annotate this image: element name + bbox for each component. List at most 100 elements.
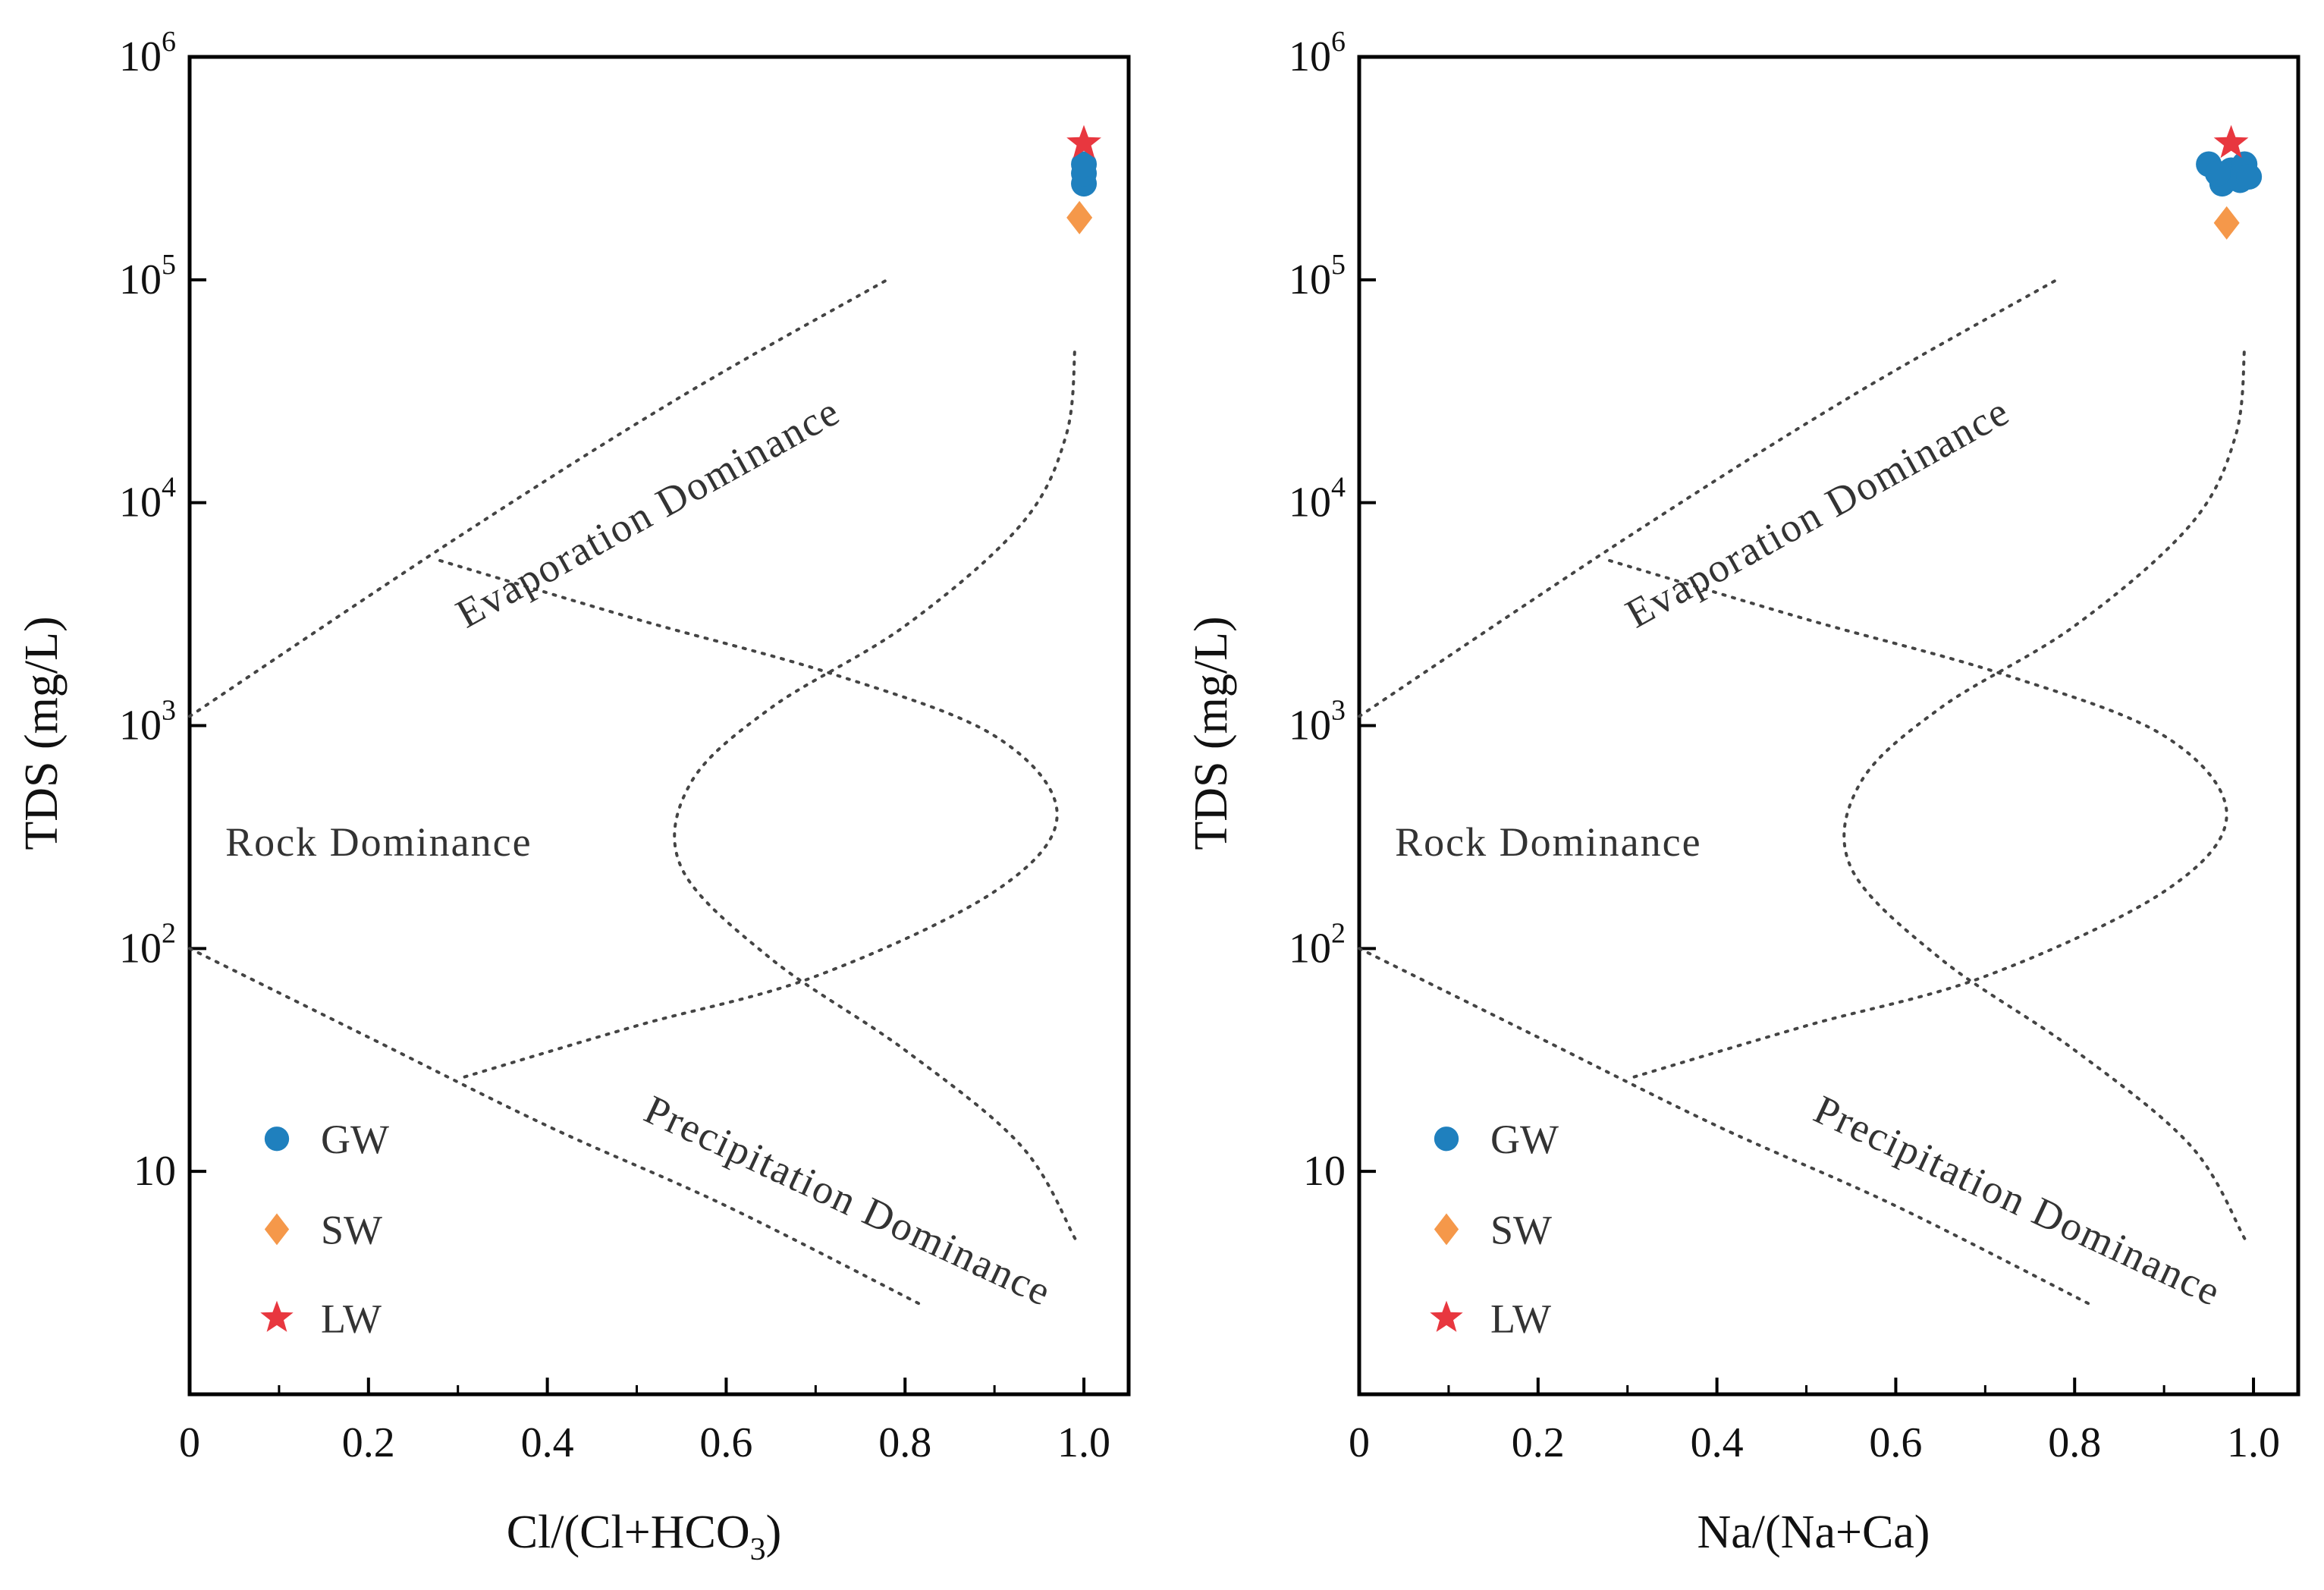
series-sw xyxy=(2213,206,2240,240)
legend: GW SW LW xyxy=(1430,1117,1559,1341)
series-gw xyxy=(1071,151,1098,197)
legend-label-sw: SW xyxy=(321,1207,382,1252)
y-tick-exponent: 6 xyxy=(1331,26,1346,58)
sw-point xyxy=(2213,206,2240,240)
plot-frame xyxy=(187,55,1131,1397)
region-label-evaporation: Evaporation Dominance xyxy=(448,388,847,636)
series-lw xyxy=(1066,124,1101,159)
x-axis-title-main: Cl/(Cl+HCO xyxy=(507,1507,750,1558)
x-tick-label: 0.8 xyxy=(878,1419,931,1466)
boundary-rock-lower xyxy=(1842,345,2247,1240)
x-axis-title-tail: ) xyxy=(766,1507,782,1558)
y-tick-base: 10 xyxy=(1289,256,1331,303)
y-tick-label: 103 xyxy=(1289,695,1346,749)
y-tick-exponent: 2 xyxy=(162,917,176,949)
legend-label-sw: SW xyxy=(1490,1207,1552,1252)
left-panel: 0 0.2 0.4 0.6 0.8 1.010102103104105106Cl/(Cl+… xyxy=(16,26,1131,1567)
boundary-evaporation-upper xyxy=(1358,278,2059,718)
y-tick-exponent: 2 xyxy=(1331,917,1346,949)
y-tick-label: 102 xyxy=(1289,917,1346,972)
y-tick-base: 10 xyxy=(119,479,162,526)
y-tick-base: 10 xyxy=(1303,1148,1346,1195)
y-tick-base: 10 xyxy=(133,1148,176,1195)
x-axis-title: Na/(Na+Ca) xyxy=(1697,1507,1930,1558)
y-tick-base: 10 xyxy=(1289,702,1331,749)
lw-point xyxy=(1066,124,1101,159)
x-tick-label: 1.0 xyxy=(2227,1419,2280,1466)
y-tick-exponent: 5 xyxy=(1331,249,1346,281)
legend: GW SW LW xyxy=(260,1117,389,1341)
x-tick-label: 0.8 xyxy=(2048,1419,2101,1466)
x-tick-label: 1.0 xyxy=(1057,1419,1110,1466)
boundary-rock-upper xyxy=(1608,559,2228,1081)
legend-label-gw: GW xyxy=(1490,1117,1559,1162)
legend-marker-sw xyxy=(264,1213,290,1246)
gw-point xyxy=(2204,160,2231,187)
y-tick-exponent: 6 xyxy=(162,26,176,58)
y-tick-exponent: 5 xyxy=(162,249,176,281)
region-label-precipitation: Precipitation Dominance xyxy=(638,1086,1059,1315)
region-label-precipitation: Precipitation Dominance xyxy=(1807,1086,2228,1315)
legend-label-gw: GW xyxy=(321,1117,389,1162)
y-tick-label: 105 xyxy=(1289,249,1346,303)
gw-point xyxy=(1071,151,1098,178)
y-tick-base: 10 xyxy=(1289,33,1331,80)
y-tick-label: 104 xyxy=(119,472,176,526)
y-tick-label: 10 xyxy=(133,1148,176,1195)
legend-label-lw: LW xyxy=(1490,1296,1551,1341)
legend-marker-gw xyxy=(264,1127,290,1152)
x-tick-label: 0.2 xyxy=(342,1419,395,1466)
x-tick-label: 0.6 xyxy=(1869,1419,1922,1466)
x-axis-title: Cl/(Cl+HCO3) xyxy=(507,1507,782,1567)
right-panel: 0 0.2 0.4 0.6 0.8 1.010102103104105106Na/(Na+… xyxy=(1186,26,2300,1558)
x-tick-label: 0.4 xyxy=(1691,1419,1744,1466)
legend-label-lw: LW xyxy=(321,1296,382,1341)
y-tick-label: 106 xyxy=(1289,26,1346,80)
y-tick-exponent: 3 xyxy=(162,695,176,727)
boundary-rock-upper xyxy=(438,559,1059,1081)
y-tick-label: 102 xyxy=(119,917,176,972)
y-tick-label: 104 xyxy=(1289,472,1346,526)
y-axis-title: TDS (mg/L) xyxy=(1186,616,1237,850)
y-tick-exponent: 3 xyxy=(1331,695,1346,727)
y-tick-label: 103 xyxy=(119,695,176,749)
x-tick-label: 0.6 xyxy=(699,1419,752,1466)
x-tick-label: 0 xyxy=(1349,1419,1370,1466)
y-tick-base: 10 xyxy=(119,925,162,972)
y-tick-base: 10 xyxy=(119,256,162,303)
legend-marker-sw xyxy=(1434,1213,1459,1246)
series-gw xyxy=(2196,151,2263,197)
legend-marker-gw xyxy=(1434,1127,1459,1152)
boundary-precipitation-lower xyxy=(1358,947,2094,1308)
x-axis-title-subscript: 3 xyxy=(750,1532,766,1567)
y-tick-base: 10 xyxy=(1289,479,1331,526)
x-tick-label: 0.2 xyxy=(1512,1419,1565,1466)
y-tick-label: 10 xyxy=(1303,1148,1346,1195)
region-label-rock: Rock Dominance xyxy=(225,819,532,865)
y-tick-label: 105 xyxy=(119,249,176,303)
series-lw xyxy=(2213,124,2249,159)
boundary-precipitation-lower xyxy=(188,947,925,1308)
sw-point xyxy=(1066,200,1093,234)
boundary-rock-lower xyxy=(673,345,1077,1240)
legend-marker-lw xyxy=(260,1300,294,1332)
x-tick-label: 0.4 xyxy=(521,1419,574,1466)
y-tick-base: 10 xyxy=(1289,925,1331,972)
series-sw xyxy=(1066,200,1093,234)
y-tick-exponent: 4 xyxy=(1331,472,1346,504)
plot-frame xyxy=(1357,55,2300,1397)
boundary-evaporation-upper xyxy=(188,278,889,718)
region-label-rock: Rock Dominance xyxy=(1395,819,1701,865)
x-tick-label: 0 xyxy=(179,1419,200,1466)
y-tick-base: 10 xyxy=(119,702,162,749)
region-label-evaporation: Evaporation Dominance xyxy=(1618,388,2017,636)
gw-point xyxy=(2236,163,2263,190)
y-tick-base: 10 xyxy=(119,33,162,80)
lw-point xyxy=(2213,124,2249,159)
y-tick-exponent: 4 xyxy=(162,472,176,504)
legend-marker-lw xyxy=(1430,1300,1463,1332)
x-axis-title-main: Na/(Na+Ca) xyxy=(1697,1507,1930,1558)
y-axis-title: TDS (mg/L) xyxy=(16,616,68,850)
